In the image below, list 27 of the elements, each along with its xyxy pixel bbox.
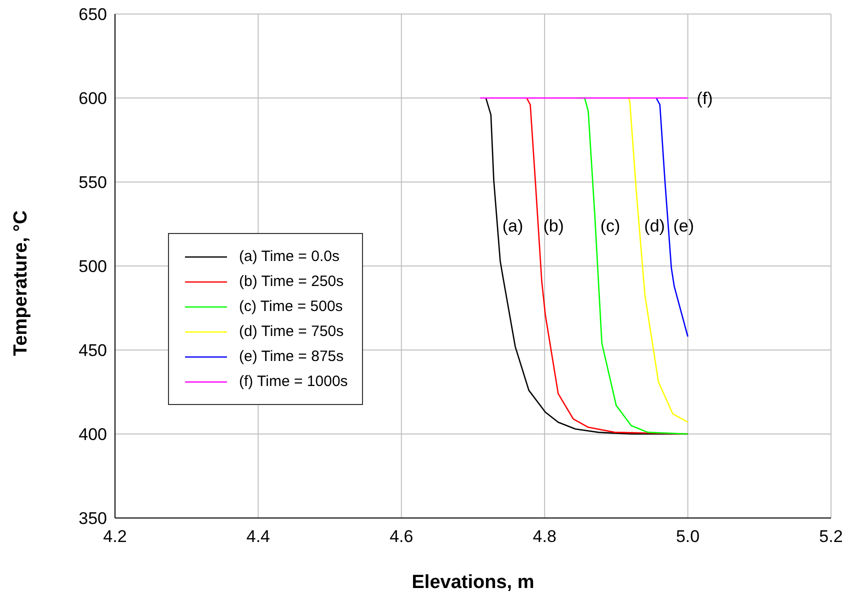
annotation: (c) — [600, 216, 620, 236]
legend-label: (c) Time = 500s — [239, 298, 343, 315]
legend-label: (a) Time = 0.0s — [239, 248, 340, 265]
y-tick-label: 350 — [78, 509, 107, 528]
annotation: (d) — [644, 216, 665, 236]
annotation: (e) — [673, 216, 694, 236]
y-axis-title: Temperature, °C — [10, 210, 32, 356]
x-tick-label: 5.2 — [819, 527, 842, 546]
legend-label: (d) Time = 750s — [239, 323, 344, 340]
x-tick-label: 4.2 — [103, 527, 127, 546]
legend-label: (f) Time = 1000s — [239, 373, 348, 390]
legend-label: (b) Time = 250s — [239, 273, 344, 290]
annotation: (a) — [502, 216, 524, 236]
x-tick-label: 4.4 — [246, 527, 270, 546]
y-tick-label: 650 — [78, 5, 107, 24]
y-tick-label: 600 — [78, 89, 107, 108]
x-tick-label: 5.0 — [676, 527, 700, 546]
x-tick-label: 4.8 — [532, 527, 556, 546]
y-tick-label: 500 — [78, 257, 107, 276]
x-axis-title: Elevations, m — [412, 572, 534, 593]
y-tick-label: 450 — [78, 341, 107, 360]
x-tick-label: 4.6 — [390, 527, 414, 546]
y-tick-label: 400 — [78, 425, 107, 444]
annotation: (b) — [543, 216, 564, 236]
annotation: (f) — [696, 89, 713, 108]
y-tick-label: 550 — [78, 173, 107, 192]
legend-label: (e) Time = 875s — [239, 348, 344, 365]
